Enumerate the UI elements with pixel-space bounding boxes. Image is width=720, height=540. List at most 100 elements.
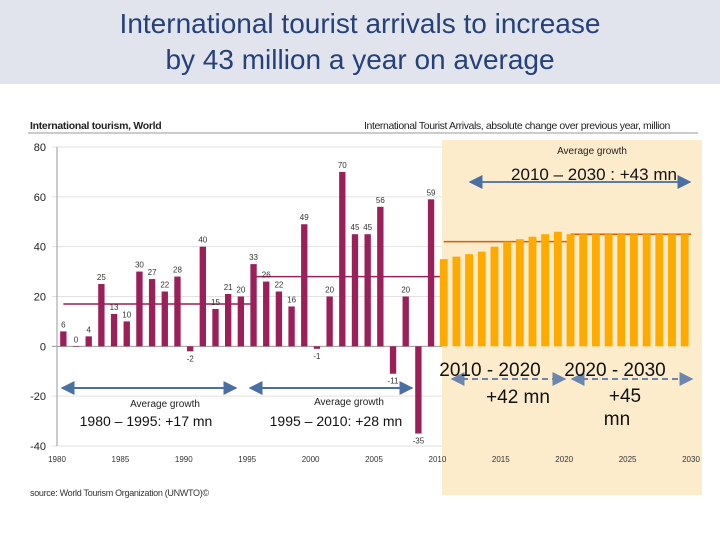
bar-2005: [364, 234, 371, 347]
period-1980-1995: 1980 – 1995: +17 mn: [80, 413, 213, 429]
bar-label-2003: 70: [338, 161, 347, 170]
bar-label-2005: 45: [363, 223, 372, 232]
bar-label-2008: 20: [401, 286, 410, 295]
bar-2002: [326, 296, 333, 347]
bar-label-2010: 59: [427, 188, 436, 197]
y-tick-label: 60: [34, 192, 46, 204]
x-tick-label: 2025: [619, 455, 637, 464]
bar-label-1984: 25: [97, 273, 106, 282]
forecast-bar-2018: [528, 236, 537, 347]
x-tick-label: 2030: [682, 455, 700, 464]
bar-label-1986: 10: [122, 310, 131, 319]
chart-source: source: World Tourism Organization (UNWT…: [30, 488, 209, 498]
bar-1993: [212, 308, 219, 347]
bar-label-1990: 28: [173, 266, 182, 275]
bar-1999: [288, 306, 295, 347]
bars: [60, 171, 689, 434]
bar-1991: [186, 346, 194, 352]
forecast-bar-2011: [439, 259, 448, 347]
y-tick-label: 80: [34, 142, 46, 154]
y-tick-label: 0: [40, 341, 46, 353]
forecast-bar-2022: [579, 234, 588, 347]
bar-1996: [250, 264, 257, 347]
x-axis-labels: 1980 1985 1990 1995 2000 2005 2010 2015 2020 2025…: [48, 455, 700, 464]
forecast-bar-2030: [680, 234, 689, 347]
forecast-bar-2023: [591, 234, 600, 347]
bar-label-1982: 0: [74, 335, 79, 344]
bar-label-1998: 22: [274, 281, 283, 290]
bar-1992: [199, 246, 206, 347]
forecast-bar-2025: [617, 234, 626, 347]
forecast-bar-2021: [566, 234, 575, 347]
title-line-1: International tourist arrivals to increa…: [119, 8, 601, 39]
bar-label-1989: 22: [160, 281, 169, 290]
bar-1997: [263, 281, 270, 347]
bar-2001: [313, 346, 321, 349]
forecast-bar-2028: [655, 234, 664, 347]
avg-label-1: Average growth: [130, 399, 200, 410]
x-tick-label: 1980: [48, 455, 66, 464]
chart-title-left: International tourism, World: [30, 120, 161, 132]
bar-label-2002: 20: [325, 286, 334, 295]
bar-label-1987: 30: [135, 261, 144, 270]
bar-label-1983: 4: [86, 325, 91, 334]
x-tick-label: 2015: [492, 455, 510, 464]
x-tick-label: 1995: [238, 455, 256, 464]
bar-label-2004: 45: [351, 223, 360, 232]
forecast-bar-2029: [668, 234, 676, 347]
forecast-bar-2014: [477, 251, 486, 347]
forecast-bar-2019: [541, 234, 550, 347]
bar-label-1995: 20: [236, 286, 245, 295]
bar-1982: [72, 346, 80, 347]
title-line-2: by 43 million a year on average: [165, 44, 555, 75]
slide-title: International tourist arrivals to increa…: [0, 6, 720, 78]
y-tick-label: -40: [30, 441, 46, 453]
bar-2009: [415, 346, 422, 434]
avg-label-top: Average growth: [557, 146, 627, 157]
bar-label-1992: 40: [198, 236, 207, 245]
bar-label-1988: 27: [148, 268, 157, 277]
bar-1995: [237, 296, 245, 347]
forecast-bar-2012: [452, 256, 461, 347]
bar-1985: [110, 313, 118, 347]
bar-1998: [275, 291, 283, 347]
bar-1994: [225, 294, 232, 347]
forecast-bar-2013: [465, 254, 474, 347]
bar-label-2007: -11: [388, 377, 400, 386]
gridlines: [52, 146, 442, 447]
bar-1983: [85, 336, 92, 347]
forecast-bar-2020: [553, 231, 562, 347]
period-2010-2020: 2010 - 2020: [439, 360, 540, 381]
bar-label-2006: 56: [376, 196, 385, 205]
forecast-bar-2027: [642, 234, 651, 347]
forecast-bar-2024: [604, 234, 613, 347]
forecast-bar-2015: [490, 246, 499, 347]
bar-label-2000: 49: [300, 213, 309, 222]
bar-label-1996: 33: [249, 253, 258, 262]
bar-label-1999: 16: [287, 295, 296, 304]
y-tick-label: -20: [30, 391, 46, 403]
period-1995-2010: 1995 – 2010: +28 mn: [270, 413, 403, 429]
bar-1981: [60, 331, 67, 347]
bar-1990: [174, 276, 181, 347]
y-axis-labels: -40 -20 0 20 40 60 80: [30, 142, 46, 453]
forecast-bar-2017: [515, 239, 524, 347]
bar-2008: [402, 296, 409, 347]
bar-1984: [98, 284, 105, 347]
bar-label-2009: -35: [413, 437, 425, 446]
bar-2003: [339, 171, 346, 347]
bar-label-1985: 13: [110, 303, 119, 312]
period-2010-2030: 2010 – 2030 : +43 mn: [511, 165, 677, 184]
bar-2004: [351, 234, 359, 347]
bar-label-1991: -2: [187, 354, 195, 363]
x-tick-label: 2020: [555, 455, 573, 464]
y-tick-label: 20: [34, 292, 46, 304]
period-2020-2030-value: +45: [609, 386, 641, 407]
bar-2006: [377, 206, 384, 347]
period-2020-2030-unit: mn: [604, 409, 630, 430]
bar-1987: [136, 271, 143, 347]
chart-title-right: International Tourist Arrivals, absolute…: [364, 120, 671, 132]
period-2020-2030: 2020 - 2030: [564, 360, 665, 381]
forecast-bar-2026: [630, 234, 638, 347]
